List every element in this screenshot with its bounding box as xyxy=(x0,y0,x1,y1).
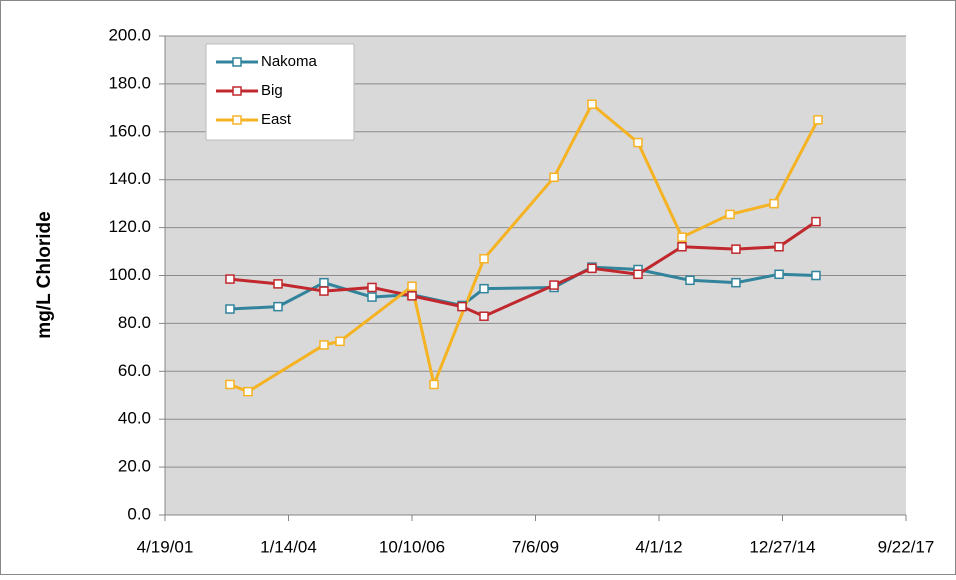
legend-label: Nakoma xyxy=(261,53,318,70)
data-point xyxy=(479,253,489,264)
data-point xyxy=(685,275,695,286)
data-point xyxy=(319,340,329,350)
data-point xyxy=(587,263,597,274)
x-tick-label: 1/14/04 xyxy=(260,537,317,556)
data-point xyxy=(335,336,345,347)
data-point xyxy=(243,386,253,397)
data-point xyxy=(273,279,283,289)
y-tick-label: 80.0 xyxy=(118,313,151,332)
series-line xyxy=(229,265,817,311)
x-tick-label: 12/27/14 xyxy=(749,537,815,556)
data-point xyxy=(225,304,235,314)
y-tick-label: 40.0 xyxy=(118,409,151,428)
data-point xyxy=(479,283,489,294)
data-point xyxy=(633,269,643,280)
data-point xyxy=(479,311,489,321)
data-point xyxy=(769,198,779,209)
data-point xyxy=(429,379,439,390)
data-point xyxy=(677,232,687,242)
y-tick-label: 140.0 xyxy=(108,169,151,188)
data-point xyxy=(549,280,559,290)
data-point xyxy=(774,242,784,252)
data-point xyxy=(633,137,643,148)
y-tick-label: 120.0 xyxy=(108,217,151,236)
x-tick-label: 10/10/06 xyxy=(379,537,445,556)
y-axis-label: mg/L Chloride xyxy=(34,211,55,338)
data-point xyxy=(407,291,417,301)
data-point xyxy=(225,274,235,284)
data-point xyxy=(225,379,235,390)
x-tick-label: 9/22/17 xyxy=(878,537,935,556)
data-point xyxy=(367,282,377,293)
data-point xyxy=(811,216,821,227)
data-point xyxy=(813,115,823,125)
data-point xyxy=(549,172,559,183)
y-tick-label: 0.0 xyxy=(127,504,151,523)
y-tick-label: 20.0 xyxy=(118,457,151,476)
data-point xyxy=(273,301,283,312)
y-tick-label: 180.0 xyxy=(108,73,151,92)
data-point xyxy=(677,242,687,252)
data-point xyxy=(774,269,784,280)
x-tick-label: 4/1/12 xyxy=(635,537,682,556)
x-tick-label: 4/19/01 xyxy=(137,537,194,556)
y-tick-label: 160.0 xyxy=(108,121,151,140)
y-tick-label: 60.0 xyxy=(118,361,151,380)
legend-label: Big xyxy=(261,82,283,99)
y-tick-label: 100.0 xyxy=(108,265,151,284)
data-point xyxy=(319,277,329,288)
legend-marker xyxy=(232,57,242,67)
data-point xyxy=(725,209,735,220)
legend-marker xyxy=(232,115,242,125)
data-point xyxy=(731,244,741,254)
data-point xyxy=(811,270,821,281)
data-point xyxy=(407,281,417,292)
legend-marker xyxy=(232,86,242,96)
data-point xyxy=(587,99,597,110)
data-point xyxy=(319,286,329,296)
x-tick-label: 7/6/09 xyxy=(512,537,559,556)
series-line xyxy=(229,220,817,318)
data-point xyxy=(457,301,467,312)
data-point xyxy=(367,292,377,302)
y-tick-label: 200.0 xyxy=(108,25,151,44)
data-point xyxy=(731,277,741,288)
legend-label: East xyxy=(261,111,292,128)
